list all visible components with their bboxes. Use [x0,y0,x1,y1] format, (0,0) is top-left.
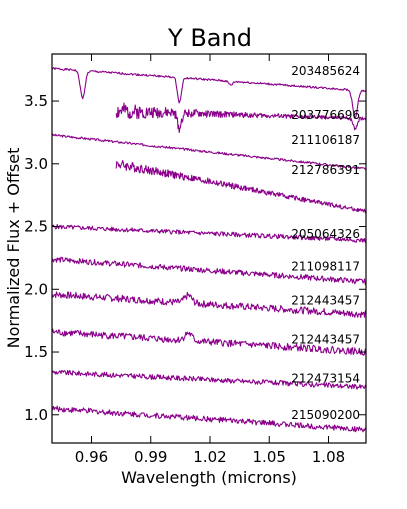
series-line-1 [51,67,367,119]
tick-layer: 0.96 0.99 1.02 1.05 1.08 1.0 1.5 2.0 2.5 3.0 3.5 [24,54,366,466]
y-axis-label: Normalized Flux + Offset [4,148,23,349]
series-line-2 [115,102,367,134]
series-line-3 [51,133,367,171]
x-tick-label-3: 1.02 [193,448,226,466]
series-line-10 [51,405,367,433]
series-label-4: 212786391 [291,163,360,177]
series-line-8 [51,328,367,356]
series-label-5: 205064326 [291,227,360,241]
y-tick-label-4: 2.5 [24,218,48,236]
chart-title: Y Band [167,24,252,52]
y-tick-label-5: 3.0 [24,155,48,173]
series-line-6 [51,256,367,285]
series-line-7 [51,291,367,318]
series-label-1: 203485624 [291,64,360,78]
series-label-3: 211106187 [291,133,360,147]
series-layer [51,67,367,433]
series-label-layer: 203485624 203776696 211106187 212786391 2050… [291,64,360,422]
y-tick-label-1: 1.0 [24,406,48,424]
series-label-7: 212443457 [291,294,360,308]
series-label-2: 203776696 [291,108,360,122]
x-tick-label-4: 1.05 [253,448,286,466]
plot-frame [51,53,367,444]
x-tick-label-1: 0.96 [75,448,108,466]
series-label-6: 211098117 [291,260,360,274]
series-label-10: 215090200 [291,408,360,422]
series-line-5 [51,224,367,243]
y-tick-label-2: 1.5 [24,343,48,361]
series-line-4 [115,160,367,214]
x-tick-label-5: 1.08 [312,448,345,466]
series-label-9: 212473154 [291,371,360,385]
x-axis-label: Wavelength (microns) [121,468,297,487]
y-tick-label-6: 3.5 [24,92,48,110]
y-tick-label-3: 2.0 [24,280,48,298]
series-line-9 [51,369,367,390]
series-label-8: 212443457 [291,332,360,346]
x-tick-label-2: 0.99 [134,448,167,466]
